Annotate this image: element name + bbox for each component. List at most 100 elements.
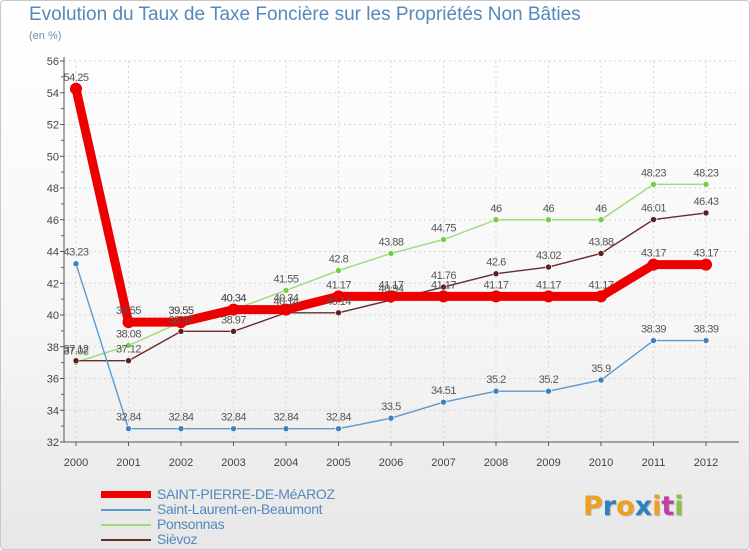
y-tick-label: 52 <box>47 120 59 132</box>
data-label: 41.17 <box>326 279 351 291</box>
data-point <box>227 303 240 316</box>
x-tick-label: 2008 <box>484 457 508 469</box>
y-tick-label: 34 <box>47 405 59 417</box>
data-label: 33.5 <box>381 401 401 413</box>
data-label: 35.9 <box>591 363 611 375</box>
data-label: 44.75 <box>431 223 456 235</box>
logo-letter: o <box>616 491 635 522</box>
data-point <box>650 216 657 223</box>
x-tick-label: 2011 <box>642 457 666 469</box>
data-label: 32.84 <box>168 412 193 424</box>
data-label: 35.2 <box>486 374 506 386</box>
data-point <box>387 250 395 257</box>
data-label: 43.02 <box>536 250 561 262</box>
data-point <box>72 357 80 365</box>
data-point <box>335 267 342 274</box>
legend-swatch <box>101 491 151 498</box>
logo-letter: t <box>661 491 675 522</box>
data-point <box>542 290 555 303</box>
y-tick-label: 42 <box>47 278 59 290</box>
data-point <box>387 414 395 422</box>
data-point <box>700 258 712 271</box>
data-label: 46.01 <box>641 203 666 215</box>
x-tick-label: 2009 <box>536 457 560 469</box>
data-point <box>647 258 660 271</box>
data-label: 48.23 <box>693 167 718 179</box>
data-point <box>492 387 500 395</box>
data-label: 46 <box>490 203 502 215</box>
data-label: 32.84 <box>326 412 351 424</box>
data-label: 43.88 <box>588 236 613 248</box>
y-tick-label: 44 <box>47 247 59 259</box>
legend-swatch <box>101 509 151 511</box>
data-label: 41.76 <box>431 270 456 282</box>
x-tick-label: 2001 <box>116 457 140 469</box>
data-point <box>437 290 450 303</box>
data-point <box>332 290 345 303</box>
legend-swatch <box>101 539 151 541</box>
x-tick-label: 2010 <box>589 457 613 469</box>
logo-letter: i <box>652 491 662 522</box>
data-label: 40.34 <box>221 293 246 305</box>
x-tick-label: 2004 <box>274 457 298 469</box>
data-point <box>597 216 605 224</box>
data-label: 41.17 <box>431 279 456 291</box>
x-tick-label: 2012 <box>694 457 718 469</box>
y-tick-label: 32 <box>47 437 59 449</box>
y-tick-label: 50 <box>47 151 59 163</box>
data-label: 40.34 <box>221 293 246 305</box>
data-label: 41.17 <box>483 279 508 291</box>
data-label: 46 <box>595 203 607 215</box>
data-point <box>650 181 657 188</box>
data-label: 40.14 <box>326 296 351 308</box>
logo-letter: P <box>583 491 603 522</box>
legend-label: Saint-Laurent-en-Beaumont <box>157 501 323 517</box>
data-label: 38.39 <box>693 324 718 336</box>
data-point <box>72 260 80 268</box>
data-label: 54.25 <box>63 72 88 84</box>
data-label: 40.34 <box>273 293 298 305</box>
data-label: 43.17 <box>641 248 666 260</box>
data-label: 42.6 <box>486 257 506 269</box>
data-label: 37.02 <box>63 345 88 357</box>
data-point <box>702 181 710 188</box>
data-point <box>177 328 185 335</box>
data-label: 46 <box>543 203 555 215</box>
data-point <box>440 236 447 243</box>
y-tick-label: 36 <box>47 374 59 386</box>
data-point <box>385 290 397 303</box>
data-label: 32.84 <box>116 412 141 424</box>
data-label: 38.39 <box>641 324 666 336</box>
data-label: 32.84 <box>221 412 246 424</box>
data-point <box>122 316 135 329</box>
data-label: 43.88 <box>378 236 403 248</box>
data-point <box>335 425 342 432</box>
data-label: 41.55 <box>273 273 298 285</box>
data-label: 38.97 <box>168 314 193 326</box>
data-point <box>492 216 500 224</box>
y-tick-label: 56 <box>47 56 59 68</box>
data-label: 38.08 <box>116 328 141 340</box>
data-label: 34.51 <box>431 385 456 397</box>
legend-label: Sièvoz <box>157 531 198 547</box>
data-point <box>595 290 607 303</box>
data-label: 37.12 <box>116 344 141 356</box>
data-point <box>702 209 710 217</box>
data-point <box>282 287 290 294</box>
data-label: 40.94 <box>378 283 403 295</box>
data-label: 41.17 <box>588 279 613 291</box>
data-label: 37.12 <box>63 344 88 356</box>
data-label: 40.14 <box>273 296 298 308</box>
y-tick-label: 48 <box>47 183 59 195</box>
data-point <box>440 398 447 406</box>
data-point <box>335 309 342 317</box>
logo-letter: x <box>634 491 653 522</box>
data-point <box>125 425 132 432</box>
data-point <box>545 216 552 224</box>
x-tick-label: 2003 <box>221 457 245 469</box>
data-label: 32.84 <box>273 412 298 424</box>
data-point <box>440 283 447 291</box>
x-tick-label: 2007 <box>431 457 455 469</box>
